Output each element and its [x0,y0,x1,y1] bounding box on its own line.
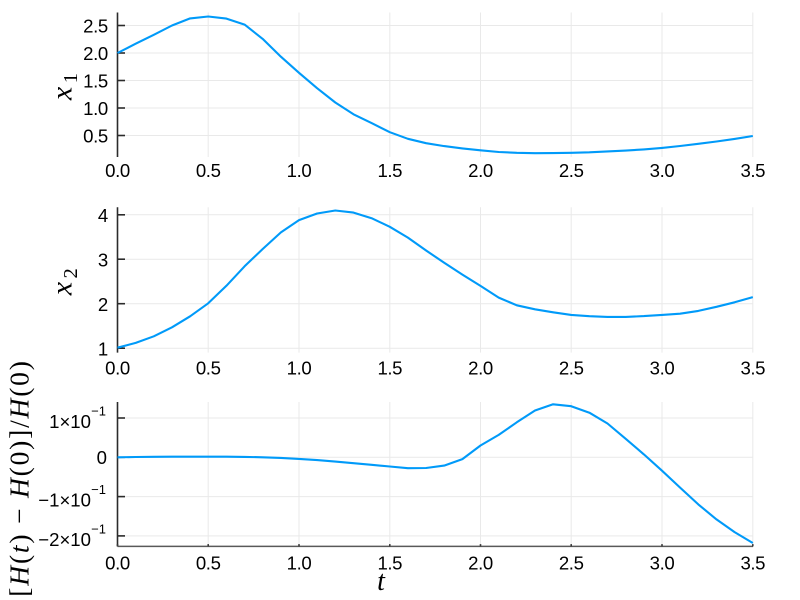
svg-text:2.5: 2.5 [559,160,584,181]
svg-text:4: 4 [98,205,108,226]
svg-text:−1: −1 [91,482,106,497]
svg-text:0.5: 0.5 [196,358,221,379]
svg-text:t: t [377,566,386,597]
svg-text:0: 0 [97,447,107,468]
svg-text:2: 2 [98,294,108,315]
svg-text:0.0: 0.0 [105,160,130,181]
svg-text:2.0: 2.0 [468,160,493,181]
svg-text:1: 1 [98,338,108,359]
svg-text:2.5: 2.5 [559,553,584,574]
svg-text:1×10: 1×10 [49,411,91,432]
svg-text:1.5: 1.5 [377,553,402,574]
svg-text:−1: −1 [91,521,106,536]
svg-text:−1: −1 [91,404,106,419]
svg-text:3.0: 3.0 [650,358,675,379]
svg-text:3.5: 3.5 [740,553,765,574]
svg-text:2.0: 2.0 [468,553,493,574]
svg-text:1.0: 1.0 [287,358,312,379]
svg-text:1.5: 1.5 [377,160,402,181]
svg-text:0.5: 0.5 [83,126,108,147]
svg-text:3.0: 3.0 [650,160,675,181]
svg-text:2.5: 2.5 [83,16,108,37]
svg-text:0.5: 0.5 [196,553,221,574]
svg-text:3.5: 3.5 [740,358,765,379]
svg-text:1.0: 1.0 [287,160,312,181]
svg-text:1.5: 1.5 [83,71,108,92]
svg-text:1.5: 1.5 [377,358,402,379]
svg-text:2.5: 2.5 [559,358,584,379]
svg-text:0.0: 0.0 [105,553,130,574]
svg-text:3: 3 [98,249,108,270]
svg-text:3.0: 3.0 [650,553,675,574]
svg-text:−1×10: −1×10 [38,490,91,511]
svg-text:−2×10: −2×10 [38,529,91,550]
svg-text:0.0: 0.0 [105,358,130,379]
svg-text:3.5: 3.5 [740,160,765,181]
svg-text:2.0: 2.0 [468,358,493,379]
svg-text:1.0: 1.0 [287,553,312,574]
svg-text:0.5: 0.5 [196,160,221,181]
svg-text:1.0: 1.0 [83,98,108,119]
svg-text:[H(t) − H(0)]/H(0): [H(t) − H(0)]/H(0) [4,359,35,596]
svg-text:2.0: 2.0 [83,43,108,64]
